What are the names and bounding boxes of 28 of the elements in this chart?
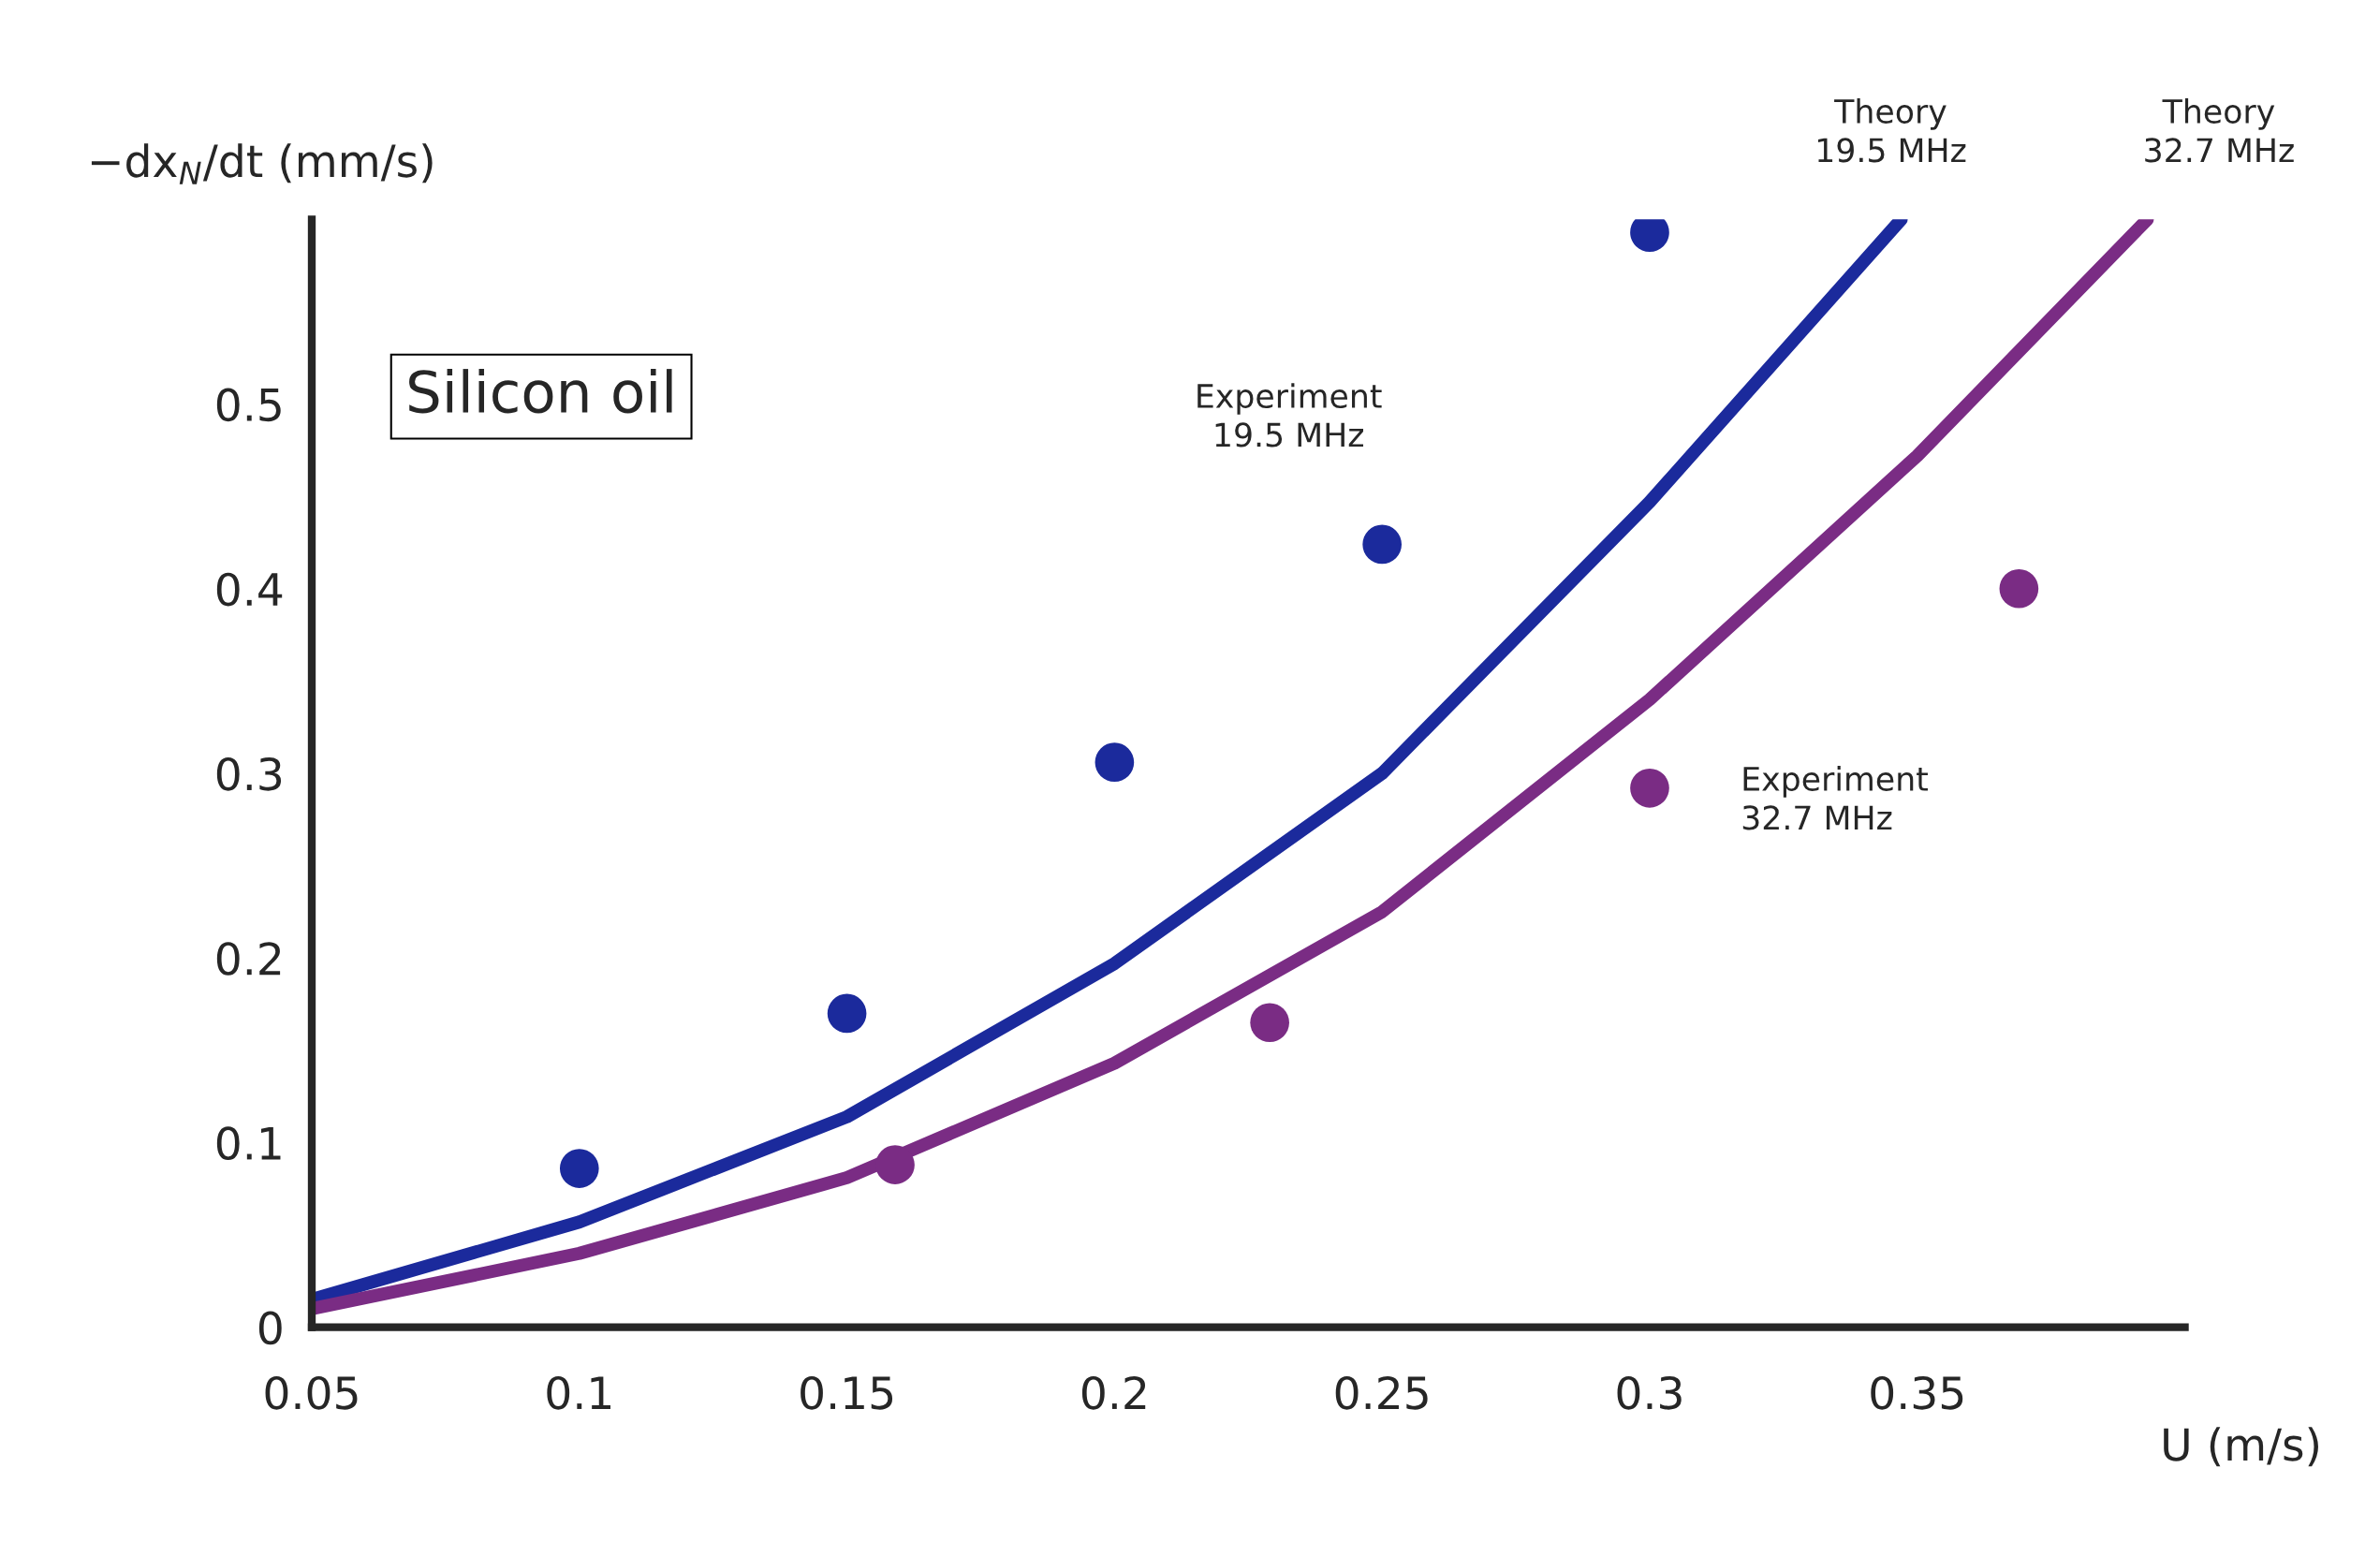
- point: [1095, 742, 1135, 783]
- y-tick-label: 0.3: [216, 756, 282, 791]
- x-axis-title: U (m/s): [2164, 1427, 2318, 1467]
- x-tick-label: 0.35: [1871, 1375, 1963, 1410]
- y-tick-label: 0.5: [216, 388, 281, 422]
- y-axis-title: −dx$_{N}$/dt (mm/s): [91, 143, 433, 184]
- x-tick-label: 0.25: [1335, 1375, 1428, 1410]
- y-tick-label: 0.1: [216, 1126, 281, 1161]
- series-label: Theory 32.7 MHz: [2145, 98, 2294, 163]
- point: [1250, 1003, 1289, 1043]
- point: [875, 1145, 915, 1184]
- x-tick-label: 0.05: [265, 1375, 358, 1410]
- x-tick-label: 0.2: [1081, 1375, 1146, 1410]
- point: [827, 993, 867, 1034]
- y-tick-label: 0: [258, 1311, 282, 1345]
- annotation: Silicon oil: [409, 369, 672, 414]
- point: [1362, 524, 1403, 565]
- point: [559, 1149, 599, 1188]
- text: Experiment 19.5 MHz: [1197, 383, 1382, 448]
- point: [1630, 768, 1669, 808]
- x-tick-label: 0.15: [801, 1375, 893, 1410]
- y-tick-label: 0.4: [216, 572, 283, 607]
- text: Experiment 32.7 MHz: [1742, 766, 1928, 830]
- y-tick-label: 0.2: [216, 942, 281, 976]
- point: [1999, 568, 2039, 609]
- x-tick-label: 0.3: [1617, 1375, 1682, 1410]
- x-tick-label: 0.1: [547, 1375, 610, 1410]
- text: Theory 19.5 MHz: [1818, 98, 1966, 163]
